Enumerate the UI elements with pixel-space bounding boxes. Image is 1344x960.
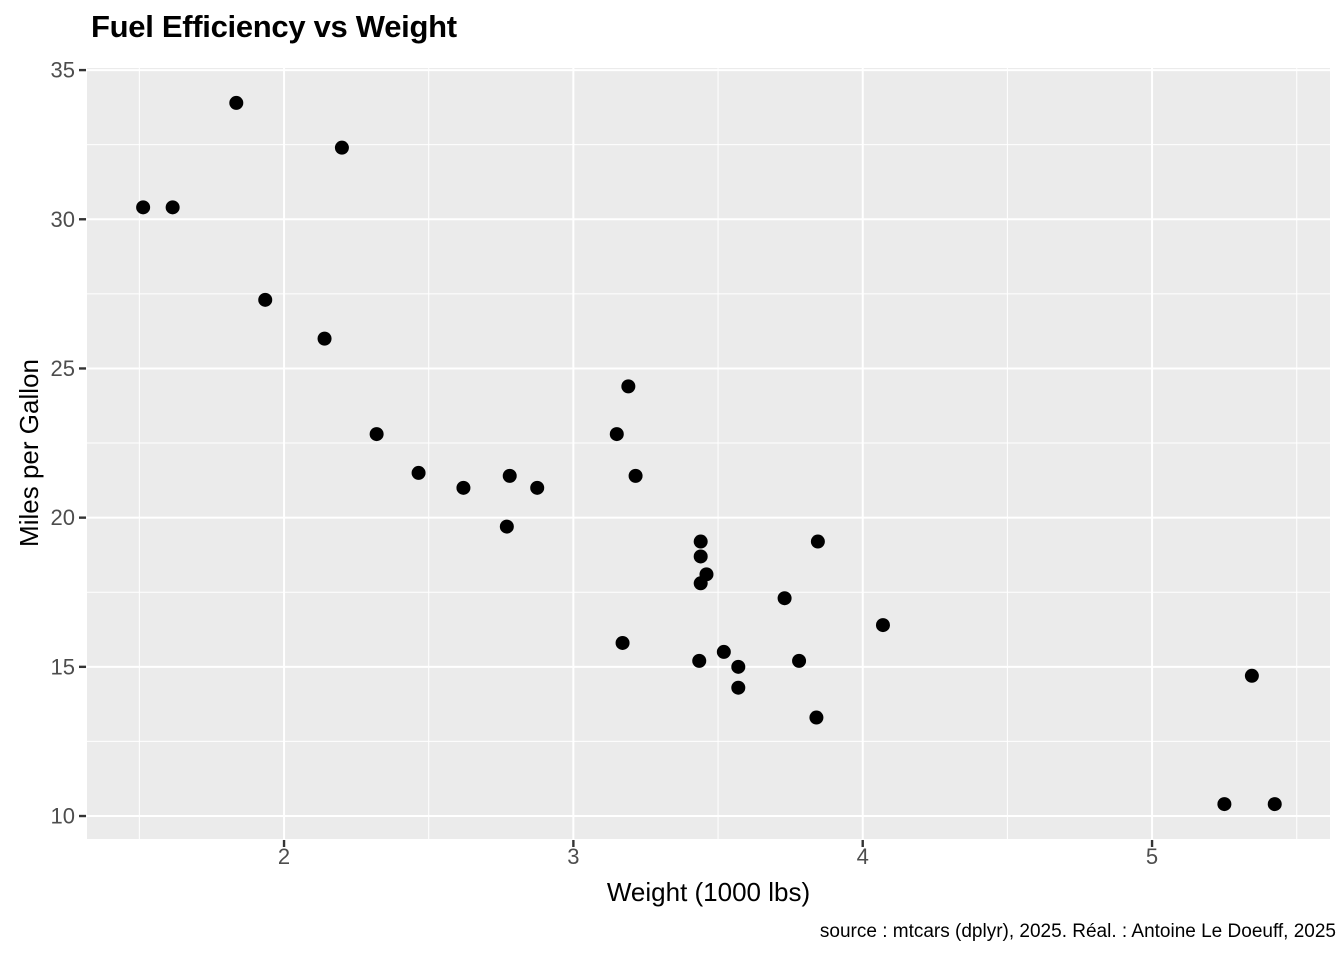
- data-point: [809, 710, 824, 725]
- data-point: [1217, 797, 1232, 812]
- data-point: [456, 480, 471, 495]
- data-point: [731, 659, 746, 674]
- data-point: [792, 653, 807, 668]
- data-point: [136, 200, 151, 215]
- data-point: [334, 140, 349, 155]
- x-axis-title: Weight (1000 lbs): [606, 877, 811, 907]
- data-point: [621, 379, 636, 394]
- data-point: [165, 200, 180, 215]
- data-point: [693, 549, 708, 564]
- data-point: [609, 427, 624, 442]
- y-axis-title: Miles per Gallon: [14, 359, 44, 547]
- data-point: [716, 644, 731, 659]
- data-point: [499, 519, 514, 534]
- y-axis-tick-label: 25: [51, 356, 75, 381]
- data-point: [693, 576, 708, 591]
- chart-title: Fuel Efficiency vs Weight: [91, 9, 457, 44]
- data-point: [693, 534, 708, 549]
- x-axis-tick-label: 4: [857, 844, 869, 869]
- data-point: [369, 427, 384, 442]
- data-point: [692, 653, 707, 668]
- data-point: [777, 591, 792, 606]
- data-point: [411, 465, 426, 480]
- data-point: [258, 292, 273, 307]
- data-point: [615, 635, 630, 650]
- y-axis-tick-label: 15: [51, 654, 75, 679]
- chart-caption: source : mtcars (dplyr), 2025. Réal. : A…: [819, 921, 1336, 942]
- data-point: [229, 95, 244, 110]
- data-point: [628, 468, 643, 483]
- y-axis-tick-label: 10: [51, 804, 75, 829]
- data-point: [875, 618, 890, 633]
- data-point: [317, 331, 332, 346]
- y-axis-tick-label: 35: [51, 58, 75, 83]
- plot-panel: [87, 68, 1330, 839]
- data-point: [502, 468, 517, 483]
- y-axis-tick-label: 30: [51, 207, 75, 232]
- data-point: [731, 680, 746, 695]
- data-point: [1244, 668, 1259, 683]
- data-point: [810, 534, 825, 549]
- y-axis-tick-label: 20: [51, 505, 75, 530]
- data-point: [1267, 797, 1282, 812]
- data-point: [530, 480, 545, 495]
- x-axis-tick-label: 3: [567, 844, 579, 869]
- x-axis-tick-label: 2: [278, 844, 290, 869]
- x-axis-tick-label: 5: [1146, 844, 1158, 869]
